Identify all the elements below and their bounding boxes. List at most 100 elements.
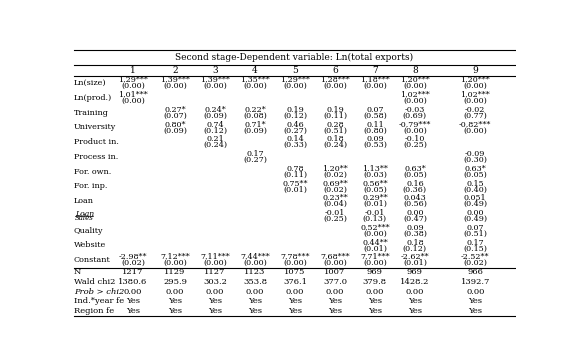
Text: Prob > chi2: Prob > chi2 [74,288,124,296]
Text: 0.051: 0.051 [464,194,486,202]
Text: 0.00: 0.00 [406,209,423,217]
Text: 1.20***: 1.20*** [400,76,430,84]
Text: 0.00: 0.00 [326,288,344,296]
Text: Website: Website [74,242,106,250]
Text: 0.16: 0.16 [406,179,424,188]
Text: 0.09: 0.09 [366,135,384,143]
Text: 9: 9 [472,66,478,75]
Text: 0.44**: 0.44** [362,238,388,247]
Text: Process in.: Process in. [74,153,118,161]
Text: Yes: Yes [248,297,262,305]
Text: (0.00): (0.00) [323,259,347,267]
Text: 1: 1 [130,66,136,75]
Text: (0.56): (0.56) [403,200,427,208]
Text: 6: 6 [332,66,338,75]
Text: Yes: Yes [208,307,222,315]
Text: 1123: 1123 [244,268,266,276]
Text: Yes: Yes [208,297,222,305]
Text: 1.39***: 1.39*** [200,76,230,84]
Text: 0.14: 0.14 [286,135,304,143]
Text: Yes: Yes [408,307,422,315]
Text: 1380.6: 1380.6 [118,278,147,286]
Text: Yes: Yes [288,307,302,315]
Text: Yes: Yes [288,297,302,305]
Text: (0.05): (0.05) [363,185,387,193]
Text: For. own.: For. own. [74,168,111,176]
Text: N: N [74,268,81,276]
Text: Yes: Yes [368,297,382,305]
Text: (0.00): (0.00) [464,82,487,90]
Text: (0.38): (0.38) [403,230,427,238]
Text: 0.74: 0.74 [206,121,224,129]
Text: (0.02): (0.02) [323,185,347,193]
Text: (0.00): (0.00) [203,82,227,90]
Text: -0.03: -0.03 [405,106,425,114]
Text: 8: 8 [412,66,418,75]
Text: 353.8: 353.8 [243,278,267,286]
Text: (0.77): (0.77) [464,112,487,120]
Text: Region fe: Region fe [74,307,114,315]
Text: 0.46: 0.46 [286,121,304,129]
Text: 1.20**: 1.20** [322,165,348,173]
Text: 303.2: 303.2 [203,278,227,286]
Text: 376.1: 376.1 [283,278,307,286]
Text: (0.00): (0.00) [203,259,227,267]
Text: Yes: Yes [468,297,482,305]
Text: 7.71***: 7.71*** [360,253,390,261]
Text: (0.51): (0.51) [464,230,487,238]
Text: -0.79***: -0.79*** [399,121,431,129]
Text: 377.0: 377.0 [323,278,347,286]
Text: Sales: Sales [74,214,93,222]
Text: (0.12): (0.12) [283,112,307,120]
Text: 1.01***: 1.01*** [118,91,148,99]
Text: (0.47): (0.47) [403,215,427,223]
Text: 0.71*: 0.71* [244,121,266,129]
Text: (0.00): (0.00) [403,126,427,135]
Text: (0.00): (0.00) [283,82,307,90]
Text: (0.08): (0.08) [243,112,267,120]
Text: (0.24): (0.24) [203,141,227,149]
Text: Ln(size): Ln(size) [74,79,107,87]
Text: (0.02): (0.02) [464,259,487,267]
Text: 0.00: 0.00 [406,288,424,296]
Text: 1428.2: 1428.2 [400,278,430,286]
Text: 1075: 1075 [284,268,305,276]
Text: Ln(prod.): Ln(prod.) [74,94,112,102]
Text: Yes: Yes [126,307,140,315]
Text: 0.00: 0.00 [206,288,224,296]
Text: 1129: 1129 [164,268,186,276]
Text: (0.09): (0.09) [163,126,187,135]
Text: 1.39***: 1.39*** [160,76,190,84]
Text: -0.09: -0.09 [465,150,485,158]
Text: (0.00): (0.00) [323,82,347,90]
Text: 0.043: 0.043 [403,194,426,202]
Text: -2.62**: -2.62** [401,253,429,261]
Text: (0.01): (0.01) [403,259,427,267]
Text: Training: Training [74,109,109,117]
Text: (0.00): (0.00) [163,82,187,90]
Text: Constant: Constant [74,256,111,264]
Text: (0.30): (0.30) [464,156,487,164]
Text: 3: 3 [212,66,218,75]
Text: (0.25): (0.25) [403,141,427,149]
Text: -0.10: -0.10 [405,135,425,143]
Text: (0.40): (0.40) [464,185,487,193]
Text: (0.00): (0.00) [363,82,387,90]
Text: Wald chi2: Wald chi2 [74,278,115,286]
Text: -0.01: -0.01 [325,209,345,217]
Text: 1.20***: 1.20*** [461,76,490,84]
Text: (0.00): (0.00) [243,82,267,90]
Text: 1.35***: 1.35*** [240,76,270,84]
Text: 1.13**: 1.13** [362,165,388,173]
Text: 0.63*: 0.63* [404,165,426,173]
Text: (0.24): (0.24) [323,141,347,149]
Text: (0.69): (0.69) [403,112,427,120]
Text: 2: 2 [172,66,178,75]
Text: Quality: Quality [74,227,103,235]
Text: (0.58): (0.58) [363,112,387,120]
Text: (0.00): (0.00) [403,82,427,90]
Text: -0.01: -0.01 [365,209,385,217]
Text: 7.44***: 7.44*** [240,253,270,261]
Text: (0.49): (0.49) [463,215,488,223]
Text: 0.69**: 0.69** [322,179,348,188]
